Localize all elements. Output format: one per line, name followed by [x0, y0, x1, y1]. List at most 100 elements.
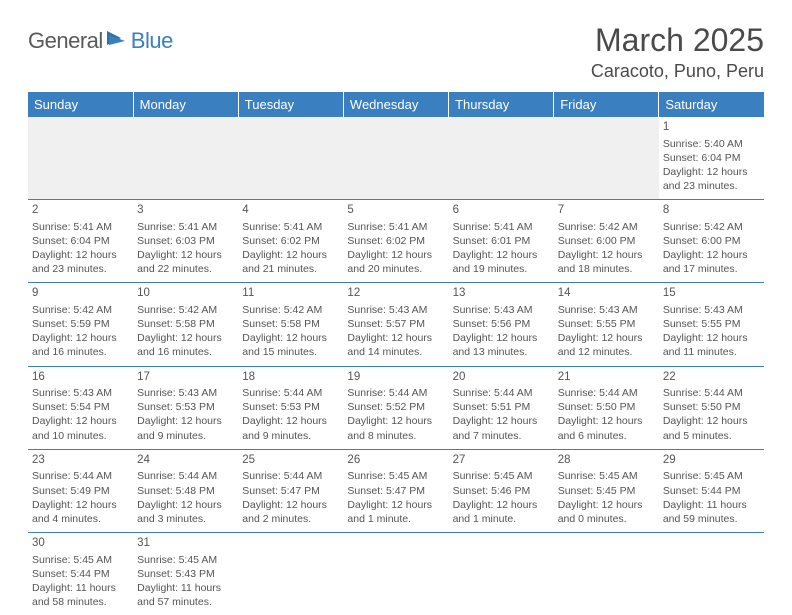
weekday-header: Saturday [659, 92, 764, 117]
sunrise-text: Sunrise: 5:44 AM [663, 386, 760, 400]
sunset-text: Sunset: 5:55 PM [558, 317, 655, 331]
sunset-text: Sunset: 6:00 PM [558, 234, 655, 248]
weekday-header: Wednesday [343, 92, 448, 117]
calendar-cell: 26Sunrise: 5:45 AMSunset: 5:47 PMDayligh… [343, 449, 448, 532]
sunrise-text: Sunrise: 5:45 AM [453, 469, 550, 483]
daylight-text: Daylight: 12 hours and 5 minutes. [663, 414, 760, 442]
daylight-text: Daylight: 12 hours and 4 minutes. [32, 498, 129, 526]
sunrise-text: Sunrise: 5:43 AM [32, 386, 129, 400]
day-number: 26 [347, 453, 444, 469]
calendar-week-row: 30Sunrise: 5:45 AMSunset: 5:44 PMDayligh… [28, 533, 764, 615]
calendar-week-row: 23Sunrise: 5:44 AMSunset: 5:49 PMDayligh… [28, 449, 764, 532]
calendar-week-row: 9Sunrise: 5:42 AMSunset: 5:59 PMDaylight… [28, 283, 764, 366]
sunrise-text: Sunrise: 5:41 AM [453, 220, 550, 234]
calendar-cell: 7Sunrise: 5:42 AMSunset: 6:00 PMDaylight… [554, 200, 659, 283]
day-number: 18 [242, 370, 339, 386]
day-number: 27 [453, 453, 550, 469]
sunset-text: Sunset: 5:58 PM [242, 317, 339, 331]
day-number: 21 [558, 370, 655, 386]
calendar-cell [133, 117, 238, 200]
daylight-text: Daylight: 12 hours and 3 minutes. [137, 498, 234, 526]
daylight-text: Daylight: 12 hours and 22 minutes. [137, 248, 234, 276]
logo: General Blue [28, 28, 173, 54]
sunset-text: Sunset: 6:02 PM [242, 234, 339, 248]
calendar-week-row: 2Sunrise: 5:41 AMSunset: 6:04 PMDaylight… [28, 200, 764, 283]
sunrise-text: Sunrise: 5:42 AM [242, 303, 339, 317]
daylight-text: Daylight: 12 hours and 12 minutes. [558, 331, 655, 359]
sunset-text: Sunset: 5:52 PM [347, 400, 444, 414]
calendar-cell: 15Sunrise: 5:43 AMSunset: 5:55 PMDayligh… [659, 283, 764, 366]
sunrise-text: Sunrise: 5:42 AM [558, 220, 655, 234]
sunrise-text: Sunrise: 5:42 AM [663, 220, 760, 234]
daylight-text: Daylight: 12 hours and 21 minutes. [242, 248, 339, 276]
calendar-cell: 20Sunrise: 5:44 AMSunset: 5:51 PMDayligh… [449, 366, 554, 449]
calendar-cell: 9Sunrise: 5:42 AMSunset: 5:59 PMDaylight… [28, 283, 133, 366]
day-number: 10 [137, 286, 234, 302]
logo-text-blue: Blue [131, 28, 173, 54]
day-number: 13 [453, 286, 550, 302]
day-number: 28 [558, 453, 655, 469]
sunrise-text: Sunrise: 5:42 AM [137, 303, 234, 317]
sunset-text: Sunset: 6:04 PM [663, 151, 760, 165]
sunrise-text: Sunrise: 5:44 AM [347, 386, 444, 400]
sunset-text: Sunset: 5:46 PM [453, 484, 550, 498]
daylight-text: Daylight: 11 hours and 59 minutes. [663, 498, 760, 526]
day-number: 20 [453, 370, 550, 386]
sunset-text: Sunset: 5:45 PM [558, 484, 655, 498]
day-number: 7 [558, 203, 655, 219]
sunrise-text: Sunrise: 5:44 AM [453, 386, 550, 400]
calendar-cell: 17Sunrise: 5:43 AMSunset: 5:53 PMDayligh… [133, 366, 238, 449]
day-number: 1 [663, 120, 760, 136]
calendar-cell: 8Sunrise: 5:42 AMSunset: 6:00 PMDaylight… [659, 200, 764, 283]
day-number: 5 [347, 203, 444, 219]
weekday-header: Tuesday [238, 92, 343, 117]
sunset-text: Sunset: 6:02 PM [347, 234, 444, 248]
sunrise-text: Sunrise: 5:44 AM [558, 386, 655, 400]
day-number: 2 [32, 203, 129, 219]
daylight-text: Daylight: 11 hours and 57 minutes. [137, 581, 234, 609]
sunrise-text: Sunrise: 5:40 AM [663, 137, 760, 151]
daylight-text: Daylight: 12 hours and 17 minutes. [663, 248, 760, 276]
calendar-cell: 1Sunrise: 5:40 AMSunset: 6:04 PMDaylight… [659, 117, 764, 200]
calendar-cell: 12Sunrise: 5:43 AMSunset: 5:57 PMDayligh… [343, 283, 448, 366]
calendar-cell [238, 533, 343, 615]
day-number: 23 [32, 453, 129, 469]
weekday-header-row: Sunday Monday Tuesday Wednesday Thursday… [28, 92, 764, 117]
daylight-text: Daylight: 12 hours and 13 minutes. [453, 331, 550, 359]
calendar-cell: 13Sunrise: 5:43 AMSunset: 5:56 PMDayligh… [449, 283, 554, 366]
calendar-cell: 16Sunrise: 5:43 AMSunset: 5:54 PMDayligh… [28, 366, 133, 449]
calendar-cell [28, 117, 133, 200]
sunrise-text: Sunrise: 5:45 AM [558, 469, 655, 483]
location: Caracoto, Puno, Peru [591, 61, 764, 82]
calendar-week-row: 1Sunrise: 5:40 AMSunset: 6:04 PMDaylight… [28, 117, 764, 200]
page-title: March 2025 [591, 22, 764, 59]
daylight-text: Daylight: 11 hours and 58 minutes. [32, 581, 129, 609]
daylight-text: Daylight: 12 hours and 23 minutes. [32, 248, 129, 276]
calendar-cell: 2Sunrise: 5:41 AMSunset: 6:04 PMDaylight… [28, 200, 133, 283]
calendar-table: Sunday Monday Tuesday Wednesday Thursday… [28, 92, 764, 615]
day-number: 19 [347, 370, 444, 386]
calendar-cell: 27Sunrise: 5:45 AMSunset: 5:46 PMDayligh… [449, 449, 554, 532]
calendar-cell: 24Sunrise: 5:44 AMSunset: 5:48 PMDayligh… [133, 449, 238, 532]
calendar-cell: 11Sunrise: 5:42 AMSunset: 5:58 PMDayligh… [238, 283, 343, 366]
sunrise-text: Sunrise: 5:45 AM [663, 469, 760, 483]
sunset-text: Sunset: 5:49 PM [32, 484, 129, 498]
daylight-text: Daylight: 12 hours and 6 minutes. [558, 414, 655, 442]
calendar-cell: 6Sunrise: 5:41 AMSunset: 6:01 PMDaylight… [449, 200, 554, 283]
calendar-cell: 3Sunrise: 5:41 AMSunset: 6:03 PMDaylight… [133, 200, 238, 283]
daylight-text: Daylight: 12 hours and 16 minutes. [32, 331, 129, 359]
calendar-cell: 5Sunrise: 5:41 AMSunset: 6:02 PMDaylight… [343, 200, 448, 283]
daylight-text: Daylight: 12 hours and 7 minutes. [453, 414, 550, 442]
day-number: 25 [242, 453, 339, 469]
calendar-cell: 23Sunrise: 5:44 AMSunset: 5:49 PMDayligh… [28, 449, 133, 532]
flag-icon [107, 29, 129, 52]
sunset-text: Sunset: 6:03 PM [137, 234, 234, 248]
sunset-text: Sunset: 5:57 PM [347, 317, 444, 331]
sunrise-text: Sunrise: 5:45 AM [137, 553, 234, 567]
sunrise-text: Sunrise: 5:43 AM [453, 303, 550, 317]
daylight-text: Daylight: 12 hours and 9 minutes. [137, 414, 234, 442]
sunrise-text: Sunrise: 5:45 AM [347, 469, 444, 483]
title-block: March 2025 Caracoto, Puno, Peru [591, 22, 764, 82]
sunset-text: Sunset: 5:48 PM [137, 484, 234, 498]
sunset-text: Sunset: 6:01 PM [453, 234, 550, 248]
